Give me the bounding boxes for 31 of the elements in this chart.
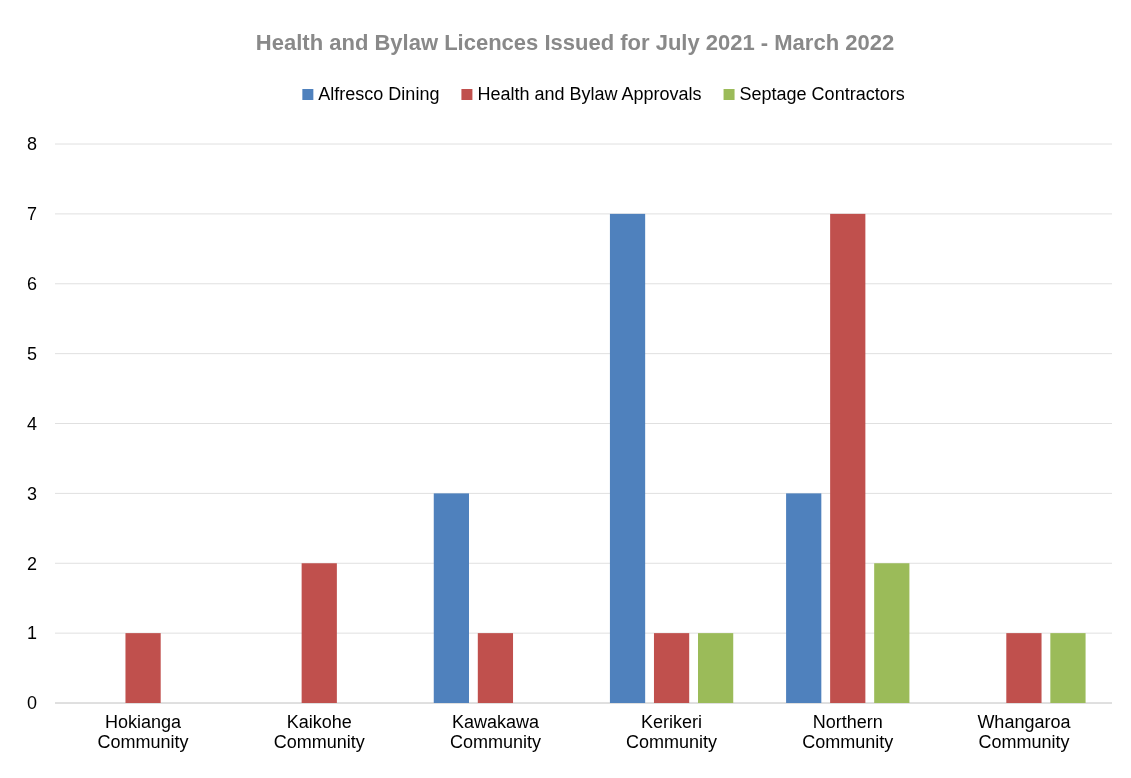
bar: [1050, 633, 1086, 703]
bar: [786, 493, 822, 703]
bar: [698, 633, 734, 703]
y-tick-label: 7: [26, 204, 37, 225]
x-tick-label: Kaikohe Community: [273, 711, 365, 753]
legend-label: Health and Bylaw Approvals: [477, 84, 702, 104]
y-tick-label: 2: [26, 553, 37, 574]
y-tick-label: 6: [26, 274, 37, 295]
bar: [125, 633, 161, 703]
x-tick-label: Kerikeri Community: [626, 711, 718, 753]
y-tick-label: 5: [26, 343, 37, 364]
bar: [653, 633, 690, 703]
bar: [609, 213, 646, 703]
bar: [433, 493, 469, 703]
y-tick-label: 8: [26, 134, 37, 155]
x-tick-label: Kawakawa Community: [449, 711, 541, 753]
x-tick-label: Hokianga Community: [97, 711, 189, 753]
legend-label: Alfresco Dining: [318, 84, 440, 104]
y-tick-label: 3: [26, 483, 37, 504]
legend-label: Septage Contractors: [739, 84, 905, 104]
bar: [1006, 633, 1042, 703]
y-tick-label: 0: [26, 693, 37, 714]
bar: [830, 213, 866, 703]
bar: [874, 563, 910, 703]
bar: [301, 563, 337, 703]
x-tick-label: Whangaroa Community: [977, 711, 1072, 753]
x-tick-label: Northern Community: [802, 711, 894, 753]
bar: [477, 633, 514, 703]
y-tick-label: 1: [26, 623, 37, 644]
chart-title: Health and Bylaw Licences Issued for July 2021 - March 2022: [255, 30, 895, 55]
y-tick-label: 4: [26, 413, 37, 434]
